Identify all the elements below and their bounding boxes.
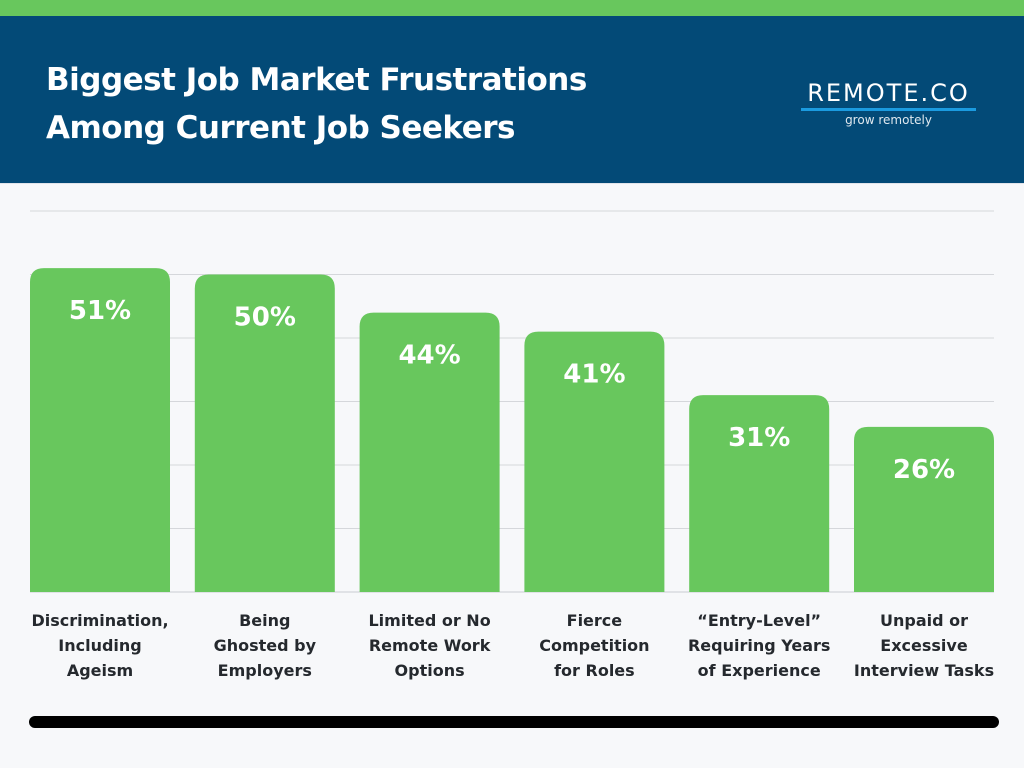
page-title: Biggest Job Market Frustrations Among Cu…: [46, 56, 587, 152]
category-label: Unpaid or Excessive Interview Tasks: [839, 608, 1009, 683]
top-accent-stripe: [0, 0, 1024, 16]
category-labels: Discrimination, Including Ageism Being Ghost…: [0, 608, 1024, 688]
bar: [689, 395, 830, 592]
category-label-line: Requiring Years: [687, 636, 831, 655]
category-label: Fierce Competition for Roles: [509, 608, 679, 683]
category-label: “Entry-Level” Requiring Years of Experienc…: [674, 608, 844, 683]
category-label-line: Unpaid or: [879, 611, 969, 630]
category-label-line: Ageism: [66, 661, 134, 680]
bar: [194, 274, 335, 592]
bar: [524, 331, 665, 592]
gridlines: [30, 210, 994, 593]
bar-value-label: 51%: [69, 296, 131, 326]
header-banner: Biggest Job Market Frustrations Among Cu…: [0, 16, 1024, 183]
category-label-line: Options: [394, 661, 465, 680]
category-label-line: “Entry-Level”: [697, 611, 822, 630]
category-label-line: Fierce: [566, 611, 623, 630]
logo-wordmark: REMOTE.CO: [807, 79, 970, 107]
category-label: Limited or No Remote Work Options: [345, 608, 515, 683]
bars: [30, 268, 994, 592]
category-label: Being Ghosted by Employers: [180, 608, 350, 683]
remote-co-logo: REMOTE.CO grow remotely: [801, 79, 976, 128]
bar-value-label: 41%: [563, 360, 625, 390]
category-label-line: Competition: [539, 636, 650, 655]
category-label-line: Including: [58, 636, 142, 655]
category-label-line: Employers: [217, 661, 312, 680]
category-label-line: Excessive: [880, 636, 968, 655]
header-divider: [0, 183, 1024, 184]
category-label-line: of Experience: [697, 661, 821, 680]
bar-value-label: 50%: [234, 303, 296, 333]
logo-underline: [801, 108, 976, 111]
title-line-1: Biggest Job Market Frustrations: [46, 62, 587, 98]
bar-value-label: 31%: [728, 423, 790, 453]
footer-divider-bar: [29, 716, 999, 728]
bar: [30, 268, 170, 592]
logo-tagline: grow remotely: [845, 113, 932, 127]
bar-chart: 51% 50% 44% 41% 31% 26%: [30, 210, 994, 593]
category-label-line: Remote Work: [368, 636, 491, 655]
title-line-2: Among Current Job Seekers: [46, 110, 515, 146]
category-label-line: Being: [239, 611, 291, 630]
category-label-line: Limited or No: [368, 611, 491, 630]
category-label-line: Discrimination,: [31, 611, 169, 630]
category-label-line: for Roles: [554, 661, 635, 680]
bar: [854, 426, 994, 592]
category-label-line: Interview Tasks: [853, 661, 995, 680]
value-labels: 51% 50% 44% 41% 31% 26%: [69, 296, 955, 485]
bar: [359, 312, 500, 592]
category-label: Discrimination, Including Ageism: [15, 608, 185, 683]
bar-value-label: 44%: [398, 341, 460, 371]
category-label-line: Ghosted by: [213, 636, 317, 655]
bar-value-label: 26%: [893, 455, 955, 485]
